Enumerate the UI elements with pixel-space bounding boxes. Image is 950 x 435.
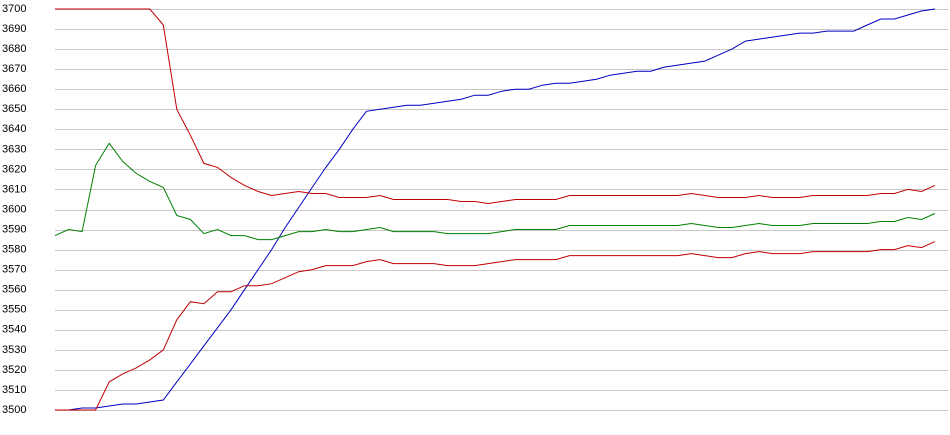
line — [54, 142, 936, 241]
y-tick-label: 3690 — [2, 23, 26, 35]
line — [55, 241, 936, 411]
y-tick-label: 3680 — [2, 43, 26, 55]
y-tick-label: 3660 — [2, 83, 26, 95]
y-tick-label: 3630 — [2, 143, 26, 155]
y-tick-label: 3670 — [2, 63, 26, 75]
y-tick-label: 3580 — [2, 244, 26, 256]
y-tick-label: 3560 — [2, 284, 26, 296]
y-tick-label: 3520 — [2, 364, 26, 376]
y-tick-label: 3650 — [2, 103, 26, 115]
y-tick-label: 3600 — [2, 203, 26, 215]
y-tick-label: 3540 — [2, 324, 26, 336]
y-tick-label: 3530 — [2, 344, 26, 356]
y-tick-label: 3550 — [2, 304, 26, 316]
y-tick-label: 3700 — [2, 3, 26, 15]
line — [55, 8, 936, 411]
y-tick-label: 3620 — [2, 163, 26, 175]
y-tick-label: 3640 — [2, 123, 26, 135]
y-tick-label: 3510 — [2, 384, 26, 396]
y-tick-label: 3500 — [2, 404, 26, 416]
y-tick-label: 3610 — [2, 183, 26, 195]
y-tick-label: 3570 — [2, 264, 26, 276]
y-tick-label: 3590 — [2, 223, 26, 235]
line — [55, 8, 936, 205]
